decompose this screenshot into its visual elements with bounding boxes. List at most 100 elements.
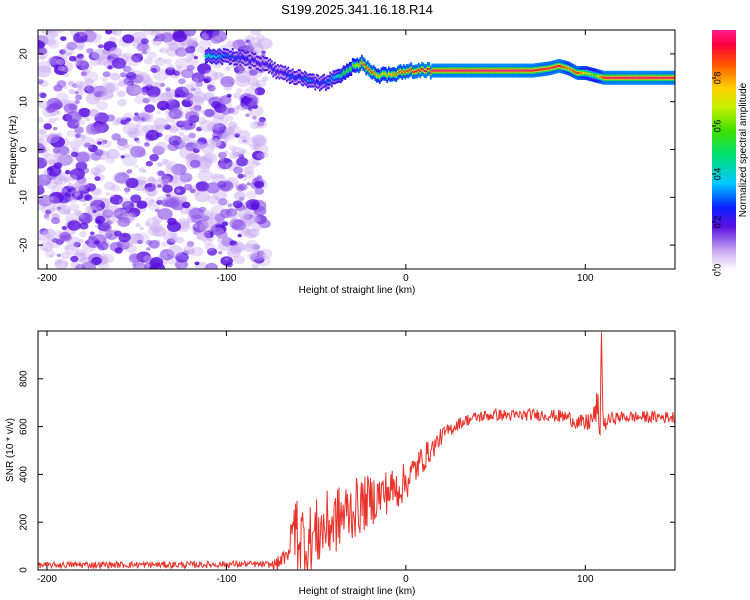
ridge-cell [363,64,366,67]
noise-blob [245,136,259,147]
noise-blob [228,151,240,160]
noise-blob [175,252,189,263]
noise-blob [75,56,88,66]
noise-blob [187,242,195,248]
noise-blob [75,151,90,163]
ridge-cell [410,68,413,71]
noise-blob [168,197,177,204]
noise-blob [145,129,160,141]
noise-blob [80,134,87,139]
noise-blob [224,127,235,136]
ridge-cell [405,70,408,72]
noise-blob [253,178,259,182]
ridge-cell [618,76,621,79]
ridge-cell [636,76,639,79]
noise-blob [102,209,114,218]
noise-blob [122,143,129,149]
noise-blob [142,112,148,117]
noise-blob [164,58,172,65]
noise-blob [84,78,94,86]
noise-blob [142,30,155,36]
noise-blob [253,143,262,150]
noise-blob [220,76,235,88]
ridge-cell [353,64,356,67]
colorbar-tick-label: 0.6 [712,120,722,133]
ridge-cell [338,74,341,77]
ridge-cell [635,76,638,79]
noise-blob [137,53,143,58]
noise-blob [107,65,113,70]
noise-blob [157,208,173,220]
ridge-cell [621,76,624,79]
noise-blob [44,249,56,258]
ridge-cell [278,71,281,74]
noise-blob [74,100,80,104]
noise-blob [256,175,263,180]
noise-blob [166,64,175,71]
ridge-cell [564,66,567,69]
ridge-cell [240,55,243,58]
noise-blob [111,30,117,35]
ridge-cell [251,57,254,60]
noise-blob [48,195,60,205]
noise-blob [247,233,255,239]
ridge-cell [582,72,585,74]
ridge-cell [290,75,293,78]
noise-blob [243,213,259,225]
ridge-cell [510,69,513,72]
noise-blob [184,111,200,123]
noise-blob [251,262,259,269]
noise-blob [196,106,202,111]
ridge-cell [600,76,603,79]
ridge-cell [254,58,257,61]
ridge-cell [498,69,501,72]
ridge-cell [648,76,651,79]
noise-blob [151,225,167,237]
noise-blob [194,190,210,203]
noise-blob [196,46,205,53]
noise-blob [92,171,99,176]
noise-blob [147,51,157,60]
noise-blob [98,88,115,101]
ridge-cell [671,76,674,79]
noise-blob [142,50,148,55]
ridge-cell [647,76,650,79]
ridge-cell [462,69,465,72]
ridge-cell [437,69,440,72]
snr-frame [37,330,676,571]
ridge-cell [417,68,420,71]
noise-blob [189,122,193,126]
noise-blob [81,261,96,269]
noise-blob [132,130,137,134]
noise-blob [63,73,69,78]
noise-blob [215,197,219,201]
noise-blob [178,78,186,85]
ridge-cell [339,75,342,78]
noise-blob [232,39,246,50]
noise-blob [85,183,97,192]
ridge-cell [273,67,276,70]
noise-blob [198,39,212,50]
x-tick-label: -200 [37,273,57,284]
noise-blob [46,132,60,144]
noise-blob [201,33,210,40]
ridge-cell [257,62,260,65]
ridge-cell [324,83,327,85]
noise-blob [224,257,229,261]
noise-blob [80,62,93,72]
noise-blob [42,174,50,180]
noise-blob [137,42,149,52]
noise-blob [223,83,233,91]
noise-blob [75,249,86,257]
ridge-cell [569,68,572,71]
ridge-cell [509,69,512,72]
ridge-cell [407,70,410,73]
ridge-cell [276,70,279,72]
noise-blob [143,81,150,87]
ridge-cell [255,61,258,64]
noise-blob [141,113,152,122]
noise-blob [241,105,249,111]
ridge-cell [459,69,462,72]
